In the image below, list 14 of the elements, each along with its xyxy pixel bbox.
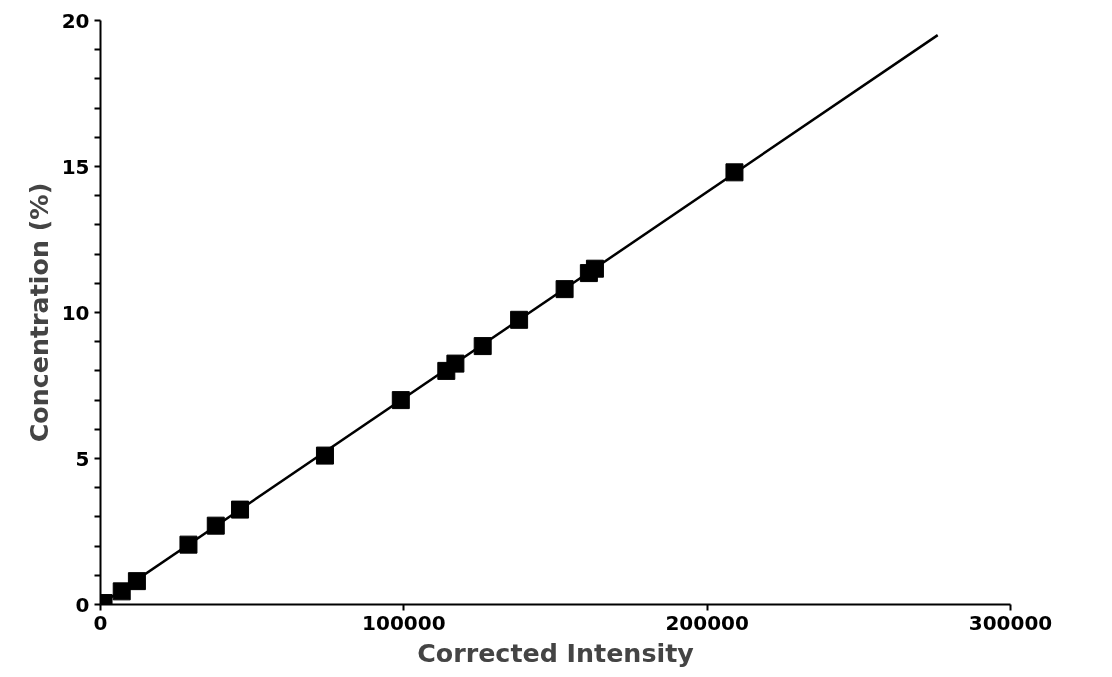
x-axis-title: Corrected Intensity [417,637,695,668]
point [315,446,334,465]
x-tick-label: 300000 [968,610,1053,635]
point [446,354,465,373]
y-tick-label: 0 [75,592,90,617]
x-tick-label: 200000 [665,610,749,635]
y-tick-label: 20 [61,8,90,33]
y-axis-title: Concentration (%) [23,182,54,443]
x-tick-label: 100000 [362,610,446,635]
y-tick-label: 5 [75,446,90,471]
y-tick-label: 15 [61,154,90,179]
y-tick-label: 10 [61,300,90,325]
point [179,535,198,554]
x-tick-label: 0 [93,610,108,635]
